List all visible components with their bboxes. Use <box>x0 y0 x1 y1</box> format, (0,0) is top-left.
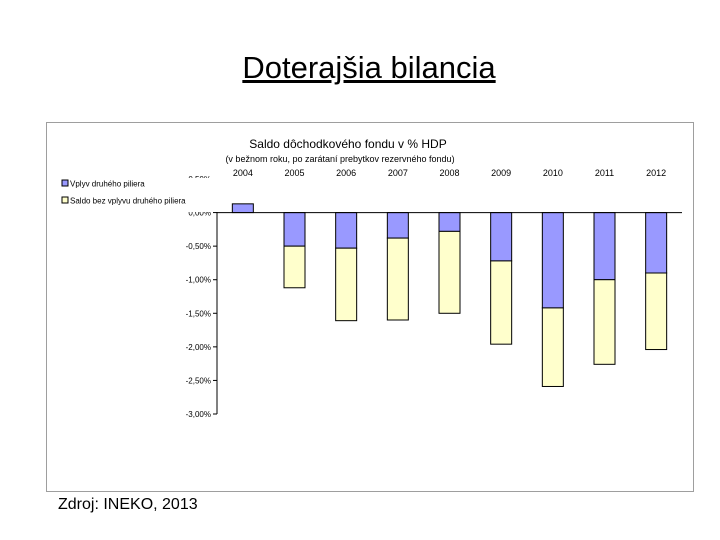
bar-second-pillar-2008 <box>438 212 461 232</box>
x-tick-label: 2011 <box>595 168 614 178</box>
slide-title: Doterajšia bilancia <box>242 50 496 85</box>
bar-balance-2010 <box>541 307 564 387</box>
x-tick-label: 2006 <box>336 168 356 178</box>
legend-swatch-1 <box>61 179 69 187</box>
bar-balance-2004 <box>231 203 254 214</box>
legend-swatch-2 <box>61 196 69 204</box>
legend-label-2: Saldo bez vplyvu druhého piliera <box>70 197 186 206</box>
bar-second-pillar-2007 <box>386 212 409 239</box>
bar-balance-2007 <box>386 237 409 321</box>
legend-box <box>60 178 218 212</box>
y-tick-label: 0,00% <box>188 209 211 218</box>
bar-second-pillar-2005 <box>283 212 306 247</box>
y-tick-label: -0,50% <box>186 242 211 251</box>
bar-balance-2006 <box>335 247 358 322</box>
bar-balance-2009 <box>490 260 513 345</box>
y-tick-label: -2,50% <box>186 376 211 385</box>
x-tick-label: 2012 <box>646 168 666 178</box>
chart-subtitle: (v bežnom roku, po zarátaní prebytkov re… <box>225 154 454 164</box>
bar-balance-2005 <box>283 245 306 289</box>
x-tick-label: 2008 <box>439 168 459 178</box>
bar-balance-2011 <box>593 279 616 365</box>
bar-second-pillar-2011 <box>593 212 616 281</box>
bar-second-pillar-2006 <box>335 212 358 249</box>
x-tick-label: 2004 <box>233 168 253 178</box>
x-tick-label: 2009 <box>491 168 511 178</box>
x-tick-label: 2007 <box>388 168 408 178</box>
chart-title: Saldo dôchodkového fondu v % HDP <box>249 137 446 151</box>
legend-label-1: Vplyv druhého piliera <box>70 180 145 189</box>
bar-balance-2012 <box>645 272 668 351</box>
slide-title-wrap: Doterajšia bilancia <box>0 50 720 86</box>
bar-second-pillar-2009 <box>490 212 513 262</box>
source-note: Zdroj: INEKO, 2013 <box>58 496 198 513</box>
x-tick-label: 2005 <box>284 168 304 178</box>
x-tick-label: 2010 <box>543 168 563 178</box>
bar-balance-2008 <box>438 230 461 314</box>
y-tick-label: -2,00% <box>186 343 211 352</box>
y-tick-label: -1,50% <box>186 309 211 318</box>
bar-second-pillar-2010 <box>541 212 564 309</box>
y-tick-label: -3,00% <box>186 410 211 419</box>
bar-second-pillar-2012 <box>645 212 668 274</box>
y-tick-label: -1,00% <box>186 276 211 285</box>
